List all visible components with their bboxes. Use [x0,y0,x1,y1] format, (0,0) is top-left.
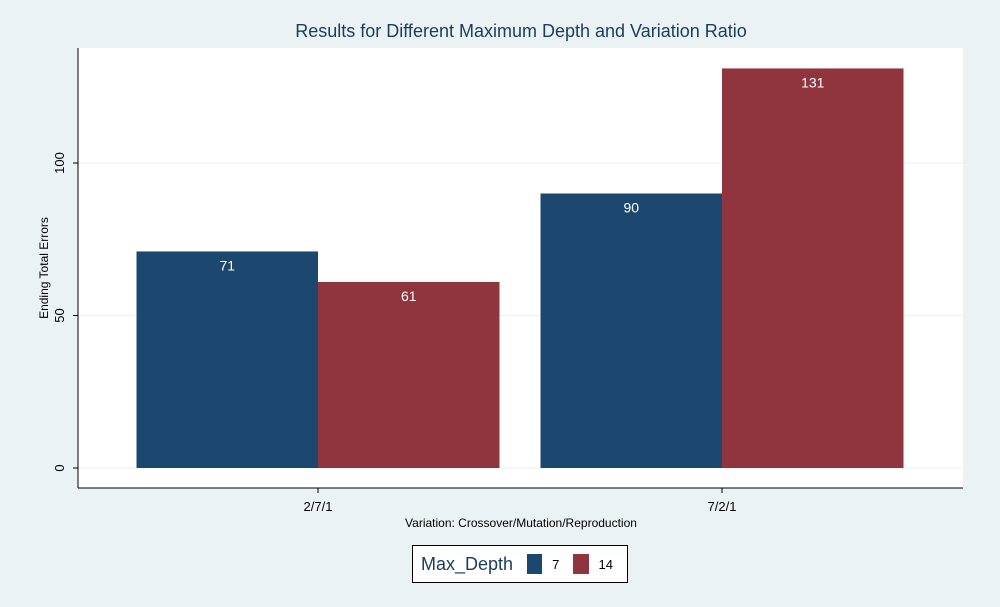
bar-value-label: 90 [623,200,639,216]
y-tick-label: 100 [52,152,67,174]
y-tick-label: 50 [52,308,67,322]
y-tick-label: 0 [52,464,67,471]
x-ticks: 2/7/1 7/2/1 [304,488,737,514]
bar-labels: 71 61 90 131 [219,74,824,304]
legend: Max_Depth 7 14 [412,545,628,583]
x-axis-label: Variation: Crossover/Mutation/Reproducti… [405,516,637,530]
bar-value-label: 61 [401,288,417,304]
x-tick-label: 2/7/1 [304,499,333,514]
legend-label-series-2: 14 [598,556,613,572]
x-tick-label: 7/2/1 [708,499,737,514]
chart-title: Results for Different Maximum Depth and … [295,21,747,41]
legend-title: Max_Depth [421,553,514,574]
bar-2/7/1-series-7 [136,251,318,468]
bar-7/2/1-series-14 [722,68,904,468]
legend-swatch-series-2 [573,554,589,574]
y-axis-label: Ending Total Errors [37,217,51,319]
bar-7/2/1-series-7 [540,193,722,468]
bar-2/7/1-series-14 [318,281,500,468]
bar-value-label: 131 [801,74,825,90]
bars [136,68,904,468]
legend-label-series-1: 7 [552,556,560,572]
y-ticks: 0 50 100 [52,152,78,472]
legend-swatch-series-1 [527,554,543,574]
bar-value-label: 71 [219,257,235,273]
